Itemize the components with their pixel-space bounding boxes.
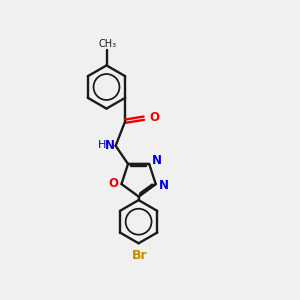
Text: N: N	[158, 179, 169, 192]
Text: N: N	[105, 139, 115, 152]
Text: O: O	[108, 177, 118, 190]
Text: Br: Br	[131, 249, 147, 262]
Text: N: N	[152, 154, 162, 167]
Text: H: H	[98, 140, 106, 150]
Text: O: O	[150, 111, 160, 124]
Text: CH₃: CH₃	[98, 39, 116, 49]
